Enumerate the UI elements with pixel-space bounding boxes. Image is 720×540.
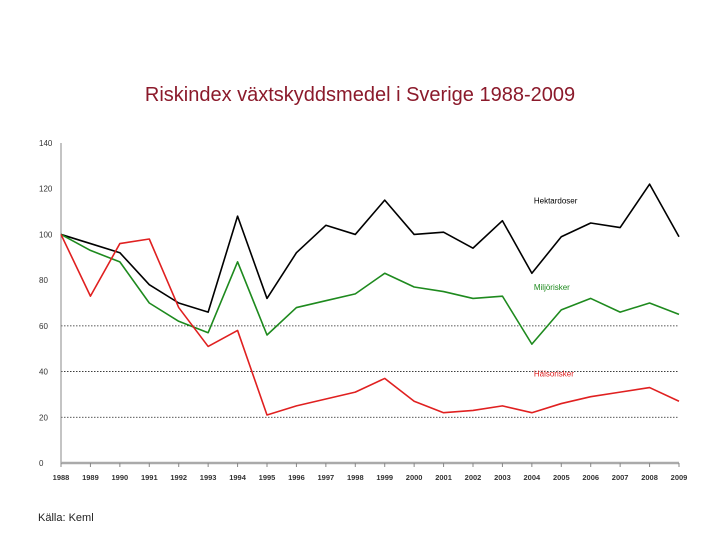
x-tick-label: 1991 xyxy=(141,473,158,482)
x-tick-label: 1994 xyxy=(229,473,247,482)
gridlines xyxy=(61,325,679,418)
x-tick-label: 2003 xyxy=(494,473,511,482)
x-tick-label: 1992 xyxy=(170,473,187,482)
y-tick-label: 100 xyxy=(39,230,53,239)
y-tick-label: 0 xyxy=(39,459,44,468)
x-tick-label: 2005 xyxy=(553,473,570,482)
series-line-2 xyxy=(60,233,680,345)
x-tick-labels: 1988 1989 1990 1991 1992 1993 1994 1995 1996 1997… xyxy=(53,473,688,482)
chart-title: Riskindex växtskyddsmedel i Sverige 1988… xyxy=(144,84,576,106)
x-tick-label: 1993 xyxy=(200,473,217,482)
x-tick-label: 2004 xyxy=(524,473,542,482)
x-tick-label: 1995 xyxy=(259,473,276,482)
x-tick-label: 2009 xyxy=(671,473,688,482)
series-line-1 xyxy=(60,183,680,313)
y-tick-label: 140 xyxy=(39,139,53,148)
x-tick-label: 2007 xyxy=(612,473,629,482)
y-tick-label: 40 xyxy=(39,368,48,377)
x-tick-label: 2006 xyxy=(582,473,599,482)
x-tick-label: 1988 xyxy=(53,473,70,482)
x-tick-label: 1990 xyxy=(112,473,129,482)
y-tick-labels: 0 20 40 60 80 100 120 140 xyxy=(39,139,53,468)
x-tick-label: 1998 xyxy=(347,473,364,482)
x-tick-label: 2000 xyxy=(406,473,423,482)
series-label: Hälsorisker xyxy=(534,370,574,379)
x-tick-label: 2001 xyxy=(435,473,452,482)
y-tick-label: 80 xyxy=(39,276,48,285)
series-line-3 xyxy=(60,234,680,416)
y-tick-label: 120 xyxy=(39,185,53,194)
x-tick-label: 1997 xyxy=(318,473,335,482)
y-tick-label: 20 xyxy=(39,413,48,422)
x-tick-label: 1996 xyxy=(288,473,305,482)
series-labels: Hektardoser Miljörisker Hälsorisker xyxy=(534,196,578,378)
source-note: Källa: Keml xyxy=(38,512,94,524)
y-tick-label: 60 xyxy=(39,322,48,331)
series-label: Hektardoser xyxy=(534,196,578,205)
x-tick-label: 1999 xyxy=(376,473,393,482)
x-tick-label: 1989 xyxy=(82,473,99,482)
axes xyxy=(60,143,680,467)
series-lines xyxy=(60,183,680,416)
series-label: Miljörisker xyxy=(534,283,570,292)
x-tick-label: 2002 xyxy=(465,473,482,482)
x-tick-label: 2008 xyxy=(641,473,658,482)
